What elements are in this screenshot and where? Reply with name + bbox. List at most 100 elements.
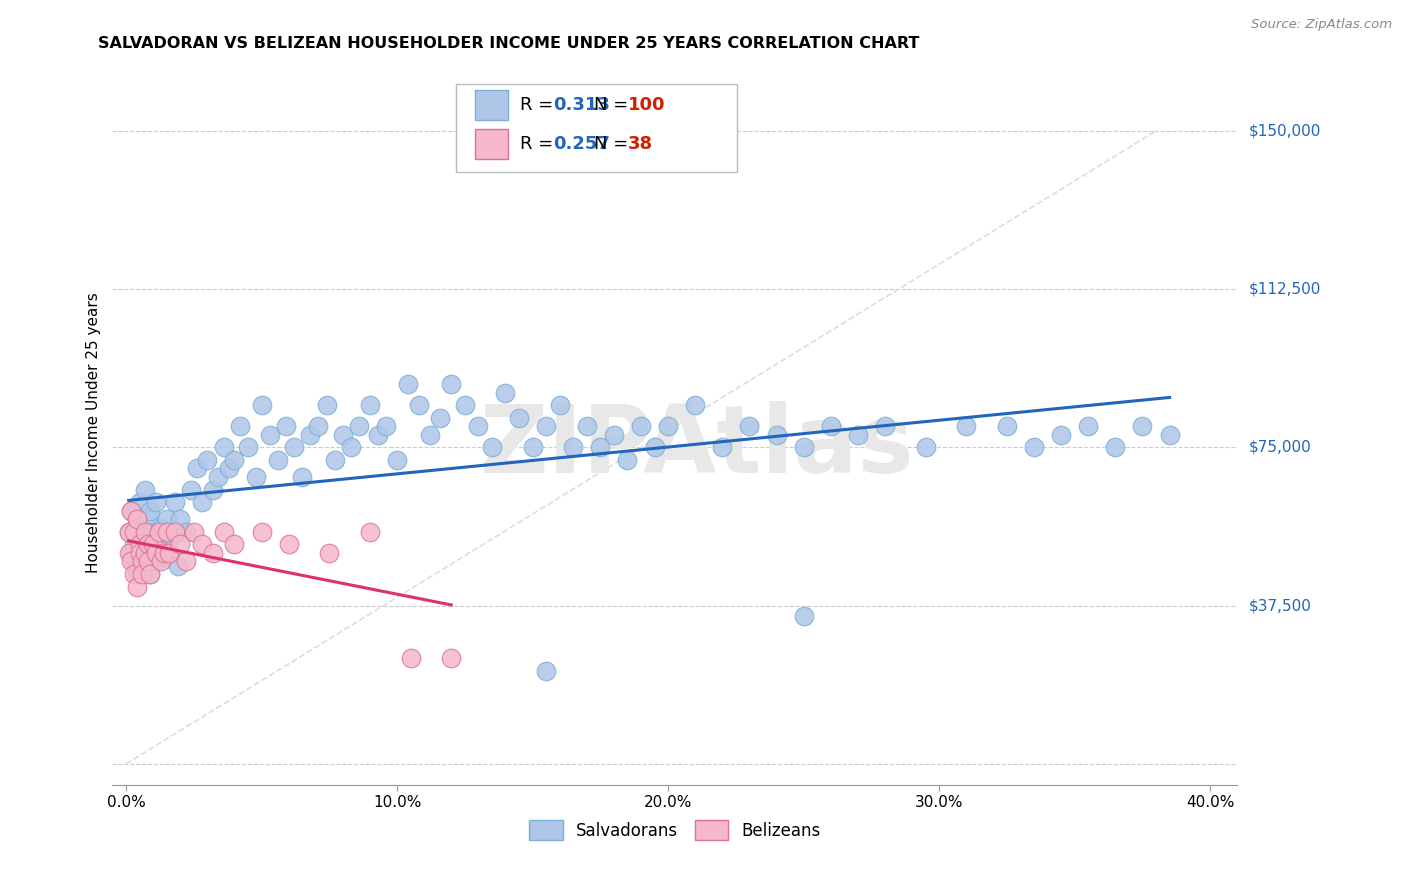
Point (128, 558, 150, 573)
Point (134, 483, 156, 497)
Point (250, 398, 273, 412)
Point (375, 419, 398, 434)
Text: ZIPAtlas: ZIPAtlas (479, 401, 915, 492)
Point (1159, 427, 1181, 442)
Point (207, 470, 229, 484)
Point (136, 512, 159, 526)
Point (347, 419, 370, 434)
Point (131, 524, 153, 539)
Point (150, 554, 173, 568)
Point (1050, 427, 1073, 442)
FancyBboxPatch shape (475, 90, 509, 120)
Point (139, 566, 162, 581)
Point (1104, 441, 1126, 455)
Point (359, 524, 381, 539)
Point (1132, 419, 1154, 434)
Point (174, 524, 197, 539)
Point (1022, 441, 1045, 455)
Point (267, 453, 290, 467)
Point (245, 470, 267, 484)
Point (738, 419, 761, 434)
Point (118, 524, 141, 539)
Point (136, 533, 159, 548)
Point (522, 441, 544, 455)
Point (145, 546, 167, 560)
Point (122, 537, 145, 551)
Point (139, 566, 162, 581)
Point (711, 441, 734, 455)
Point (125, 566, 148, 581)
Point (291, 470, 314, 484)
Point (224, 453, 246, 467)
Text: R =: R = (520, 96, 558, 114)
Point (508, 410, 530, 425)
Point (236, 441, 259, 455)
Point (163, 495, 186, 509)
Point (148, 524, 170, 539)
Text: 0.313: 0.313 (554, 96, 610, 114)
Point (134, 554, 156, 568)
Point (183, 524, 205, 539)
Point (914, 441, 936, 455)
Point (315, 398, 337, 412)
Point (134, 524, 156, 539)
Point (145, 495, 167, 509)
Point (340, 441, 363, 455)
Point (169, 537, 191, 551)
Point (142, 524, 165, 539)
Point (495, 385, 517, 400)
Point (128, 546, 150, 560)
Point (259, 427, 281, 442)
Point (589, 441, 612, 455)
Text: N =: N = (593, 135, 634, 153)
Point (160, 529, 183, 543)
Point (139, 504, 162, 518)
Text: N =: N = (593, 96, 634, 114)
Point (323, 453, 346, 467)
Point (120, 554, 142, 568)
Point (630, 419, 652, 434)
Point (212, 524, 235, 539)
Point (191, 537, 214, 551)
Point (367, 427, 389, 442)
Point (122, 524, 145, 539)
Text: $112,500: $112,500 (1249, 282, 1320, 297)
Point (274, 419, 297, 434)
Point (120, 546, 142, 560)
Point (793, 441, 815, 455)
Point (419, 427, 441, 442)
Y-axis label: Householder Income Under 25 years: Householder Income Under 25 years (86, 293, 101, 573)
Point (180, 483, 202, 497)
Point (125, 580, 148, 594)
Text: $75,000: $75,000 (1249, 440, 1312, 455)
Point (454, 398, 477, 412)
Point (156, 512, 179, 526)
Point (644, 441, 666, 455)
Point (548, 398, 571, 412)
Point (131, 537, 153, 551)
Point (212, 441, 235, 455)
Point (250, 524, 273, 539)
Point (534, 664, 557, 678)
Text: SALVADORAN VS BELIZEAN HOUSEHOLDER INCOME UNDER 25 YEARS CORRELATION CHART: SALVADORAN VS BELIZEAN HOUSEHOLDER INCOM… (98, 36, 920, 51)
Point (150, 520, 173, 534)
Point (166, 558, 188, 573)
Text: $150,000: $150,000 (1249, 123, 1320, 138)
Point (408, 398, 430, 412)
Point (148, 537, 170, 551)
Point (616, 453, 638, 467)
Point (136, 537, 159, 551)
Point (122, 566, 145, 581)
Point (142, 537, 165, 551)
Point (793, 609, 815, 624)
Point (169, 512, 191, 526)
Text: $37,500: $37,500 (1249, 599, 1312, 613)
Point (224, 537, 246, 551)
Point (399, 651, 422, 665)
Text: 0.257: 0.257 (554, 135, 610, 153)
Point (195, 453, 218, 467)
Point (125, 512, 148, 526)
Point (1077, 419, 1099, 434)
Point (429, 410, 451, 425)
Point (467, 419, 489, 434)
